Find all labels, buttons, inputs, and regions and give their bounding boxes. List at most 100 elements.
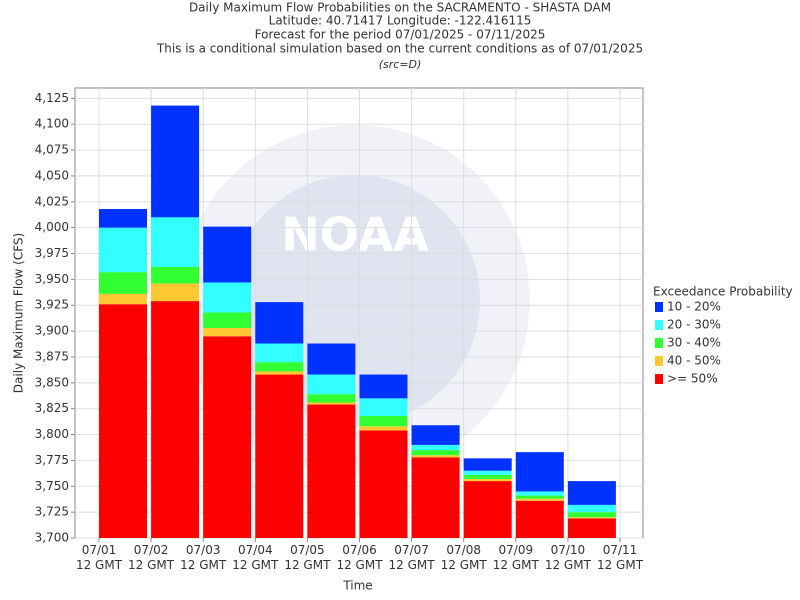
title-line: This is a conditional simulation based o… xyxy=(156,42,643,56)
bar-segment xyxy=(411,450,460,456)
x-tick-label: 07/01 12 GMT xyxy=(75,543,123,572)
x-tick-label: 07/02 12 GMT xyxy=(128,543,175,572)
bar-segment xyxy=(567,504,616,513)
x-tick-label: 07/08 12 GMT xyxy=(440,543,487,572)
bar-segment xyxy=(567,481,616,505)
bar-segment xyxy=(567,512,616,518)
title-line: Daily Maximum Flow Probabilities on the … xyxy=(189,1,611,15)
y-tick-label: 4,100 xyxy=(35,117,69,131)
title-line: Forecast for the period 07/01/2025 - 07/… xyxy=(255,28,546,42)
bar-segment xyxy=(463,458,512,471)
bar-segment xyxy=(307,404,356,538)
bar-segment xyxy=(411,444,460,451)
legend-swatch xyxy=(655,302,663,312)
bar-segment xyxy=(411,455,460,458)
y-tick-label: 4,050 xyxy=(35,168,69,182)
x-tick-label: 07/11 12 GMT xyxy=(596,543,644,572)
bar-segment xyxy=(567,517,616,519)
y-tick-label: 3,750 xyxy=(35,479,69,493)
x-axis-label: Time xyxy=(342,579,372,593)
bar-segment xyxy=(151,217,200,267)
bar-segment xyxy=(203,336,252,538)
bar-segment xyxy=(515,498,564,501)
y-tick-label: 4,075 xyxy=(35,143,69,157)
subtitle: (src=D) xyxy=(379,58,422,71)
bar-segment xyxy=(151,283,200,302)
legend-label: 30 - 40% xyxy=(667,336,721,350)
y-tick-label: 3,950 xyxy=(35,272,69,286)
bar-segment xyxy=(307,394,356,403)
bar-segment xyxy=(411,457,460,538)
bar-segment xyxy=(463,474,512,480)
legend-title: Exceedance Probability xyxy=(653,285,793,299)
bar-segment xyxy=(255,343,304,363)
y-tick-label: 4,000 xyxy=(35,220,69,234)
bar-segment xyxy=(203,282,252,313)
x-tick-label: 07/07 12 GMT xyxy=(388,543,435,572)
bar-segment xyxy=(515,495,564,499)
y-tick-label: 3,925 xyxy=(35,298,69,312)
bar-segment xyxy=(359,415,408,427)
y-tick-label: 3,700 xyxy=(35,531,69,545)
bar-segment xyxy=(99,293,147,305)
y-tick-label: 4,125 xyxy=(35,91,69,105)
bar-segment xyxy=(463,481,512,538)
y-tick-label: 3,775 xyxy=(35,453,69,467)
bar-segment xyxy=(307,343,356,375)
legend-label: 40 - 50% xyxy=(667,354,721,368)
bar-segment xyxy=(255,371,304,375)
bar-segment xyxy=(307,402,356,405)
bar-segment xyxy=(151,105,200,218)
bar-segment xyxy=(255,362,304,372)
bar-segment xyxy=(515,500,564,538)
bar-segment xyxy=(99,304,147,538)
legend-swatch xyxy=(655,356,663,366)
bar-segment xyxy=(463,479,512,482)
bar-segment xyxy=(255,302,304,344)
bar-segment xyxy=(203,226,252,283)
bar-segment xyxy=(515,452,564,492)
bar-segment xyxy=(359,430,408,538)
x-tick-label: 07/03 12 GMT xyxy=(180,543,227,572)
y-tick-label: 3,875 xyxy=(35,349,69,363)
y-tick-label: 3,725 xyxy=(35,505,69,519)
bar-segment xyxy=(359,426,408,431)
legend-label: >= 50% xyxy=(667,372,718,386)
y-tick-label: 3,850 xyxy=(35,375,69,389)
bar-segment xyxy=(411,425,460,445)
x-tick-label: 07/09 12 GMT xyxy=(492,543,539,572)
bar-segment xyxy=(567,518,616,538)
bar-segment xyxy=(463,470,512,475)
legend-swatch xyxy=(655,320,663,330)
x-tick-label: 07/06 12 GMT xyxy=(336,543,383,572)
x-tick-label: 07/05 12 GMT xyxy=(284,543,331,572)
title-line: Latitude: 40.71417 Longitude: -122.41611… xyxy=(269,14,532,28)
bar-segment xyxy=(307,374,356,395)
bar-segment xyxy=(151,301,200,538)
legend-label: 10 - 20% xyxy=(667,300,721,314)
x-tick-label: 07/10 12 GMT xyxy=(544,543,591,572)
watermark-text: NOAA xyxy=(281,208,429,262)
legend-swatch xyxy=(655,338,663,348)
legend-swatch xyxy=(655,374,663,384)
y-tick-label: 3,825 xyxy=(35,401,69,415)
y-tick-label: 3,975 xyxy=(35,246,69,260)
bar-segment xyxy=(99,227,147,273)
bar-segment xyxy=(255,374,304,538)
x-tick-label: 07/04 12 GMT xyxy=(232,543,279,572)
legend-label: 20 - 30% xyxy=(667,318,721,332)
y-tick-label: 3,800 xyxy=(35,427,69,441)
bar-segment xyxy=(99,272,147,294)
bar-segment xyxy=(359,398,408,416)
bar-segment xyxy=(359,374,408,399)
bar-segment xyxy=(515,491,564,496)
bar-segment xyxy=(203,312,252,328)
y-tick-label: 3,900 xyxy=(35,324,69,338)
bar-segment xyxy=(99,209,147,228)
bar-segment xyxy=(203,328,252,337)
bar-segment xyxy=(151,266,200,284)
y-axis-label: Daily Maximum Flow (CFS) xyxy=(12,233,26,393)
y-tick-label: 4,025 xyxy=(35,194,69,208)
